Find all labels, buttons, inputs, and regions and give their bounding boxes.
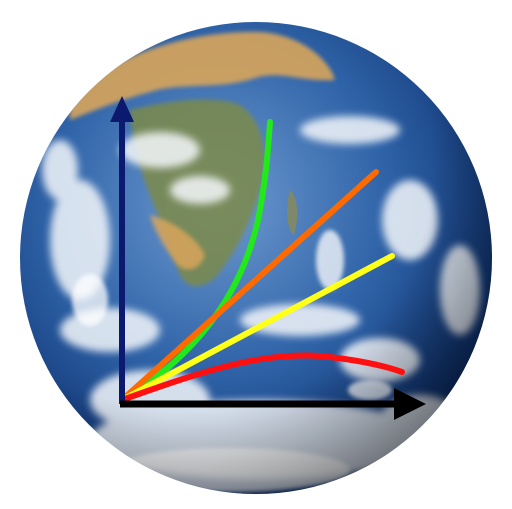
orange-line <box>119 169 379 403</box>
yellow-line <box>119 253 395 403</box>
green-curve <box>119 119 273 403</box>
arrow-up-icon <box>110 96 134 122</box>
x-axis <box>120 388 426 420</box>
red-curve <box>119 352 405 403</box>
y-axis <box>110 96 134 404</box>
earth-globe-icon <box>20 22 492 494</box>
growth-curves <box>119 119 405 403</box>
arrow-right-icon <box>394 388 426 420</box>
